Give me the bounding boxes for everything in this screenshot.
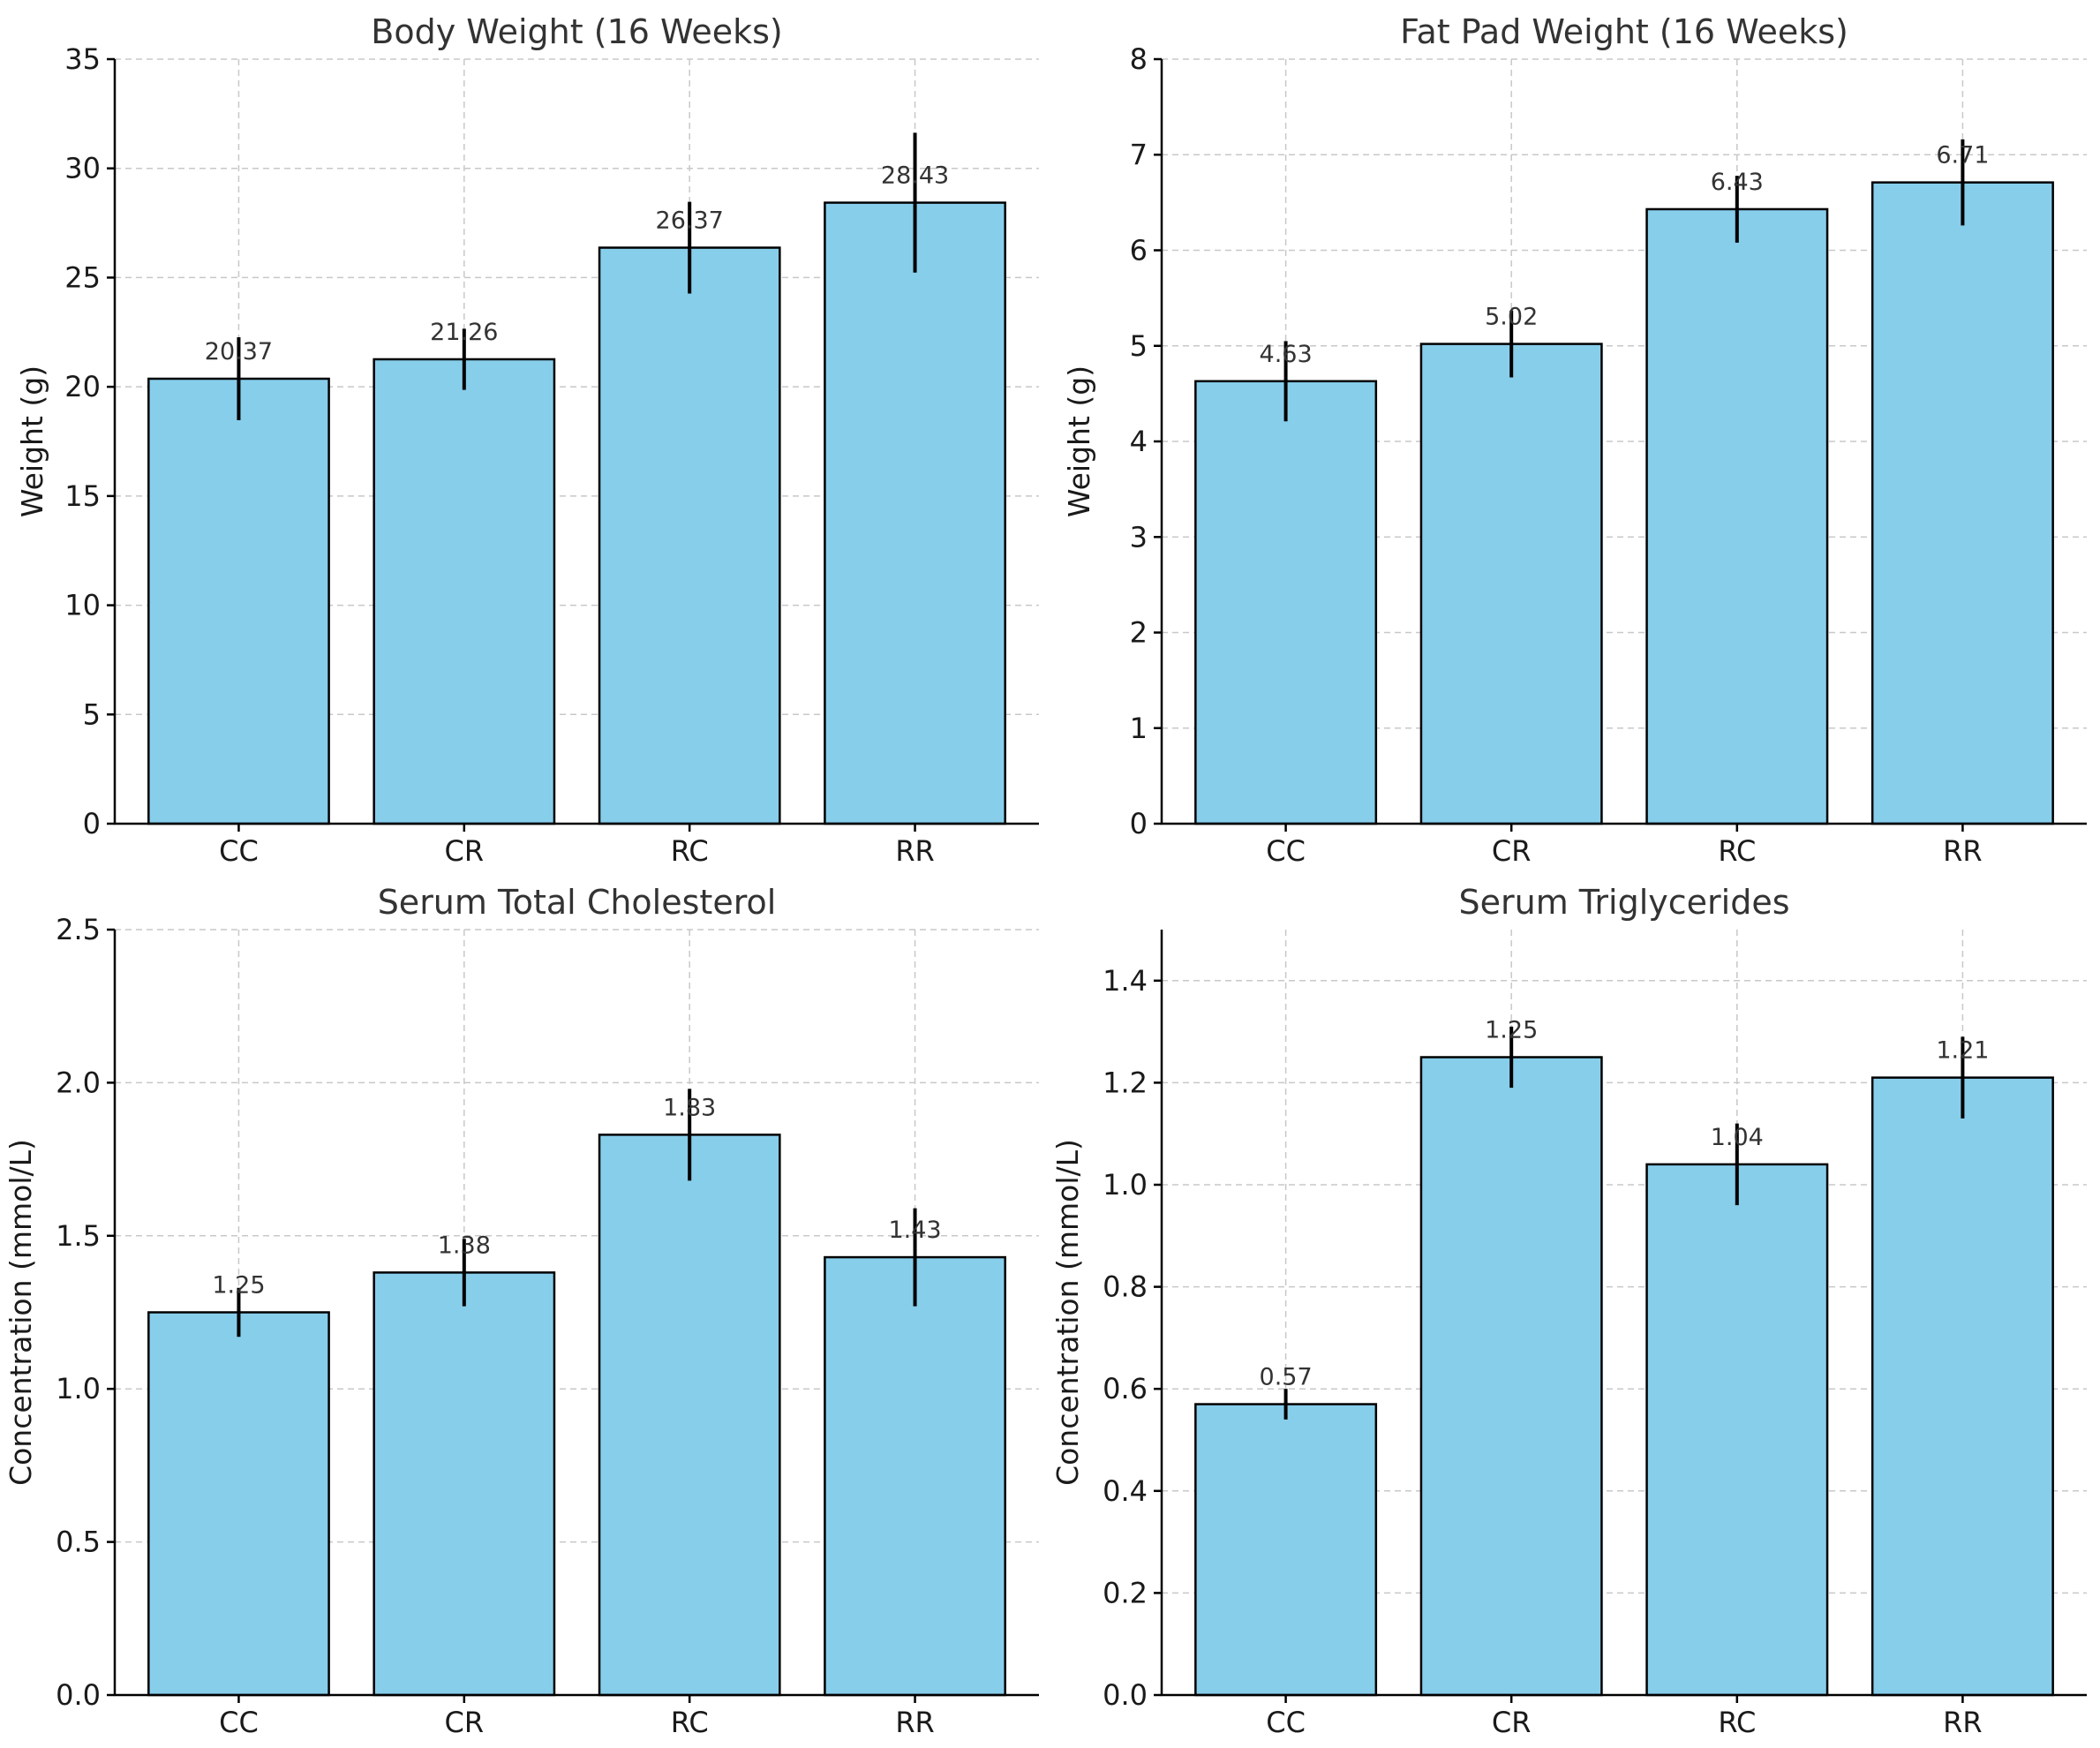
y-tick-label: 2.0 — [56, 1066, 101, 1099]
y-tick-label: 1.0 — [1103, 1168, 1148, 1202]
bar-rc — [598, 246, 781, 825]
y-axis-label: Concentration (mmol/L) — [1050, 1139, 1085, 1486]
y-tick-label: 1.5 — [56, 1219, 101, 1253]
bar-cc — [147, 377, 330, 825]
bar-rr — [824, 201, 1006, 825]
value-label-rc: 1.04 — [1711, 1124, 1764, 1151]
x-tick-label: CC — [219, 1706, 259, 1739]
bar-cc — [1194, 380, 1378, 825]
bar-cr — [373, 358, 556, 825]
x-tick-label: RC — [1718, 834, 1756, 868]
y-tick-label: 30 — [64, 152, 101, 185]
y-axis-label: Weight (g) — [15, 365, 49, 517]
value-label-rc: 1.83 — [663, 1094, 716, 1121]
value-label-cc: 20.37 — [205, 338, 273, 365]
chart-title: Serum Total Cholesterol — [378, 883, 777, 922]
y-tick-label: 20 — [64, 370, 101, 403]
value-label-cr: 1.38 — [438, 1232, 491, 1259]
value-label-cc: 1.25 — [212, 1272, 265, 1300]
value-label-rr: 1.21 — [1936, 1037, 1989, 1065]
y-tick-label: 0.8 — [1103, 1270, 1148, 1304]
bar-rc — [1645, 1163, 1829, 1697]
y-tick-label: 0 — [1130, 807, 1148, 840]
x-tick-label: RR — [1943, 1706, 1982, 1739]
chart-panel-3: 1.25 1.38 1.83 1.43 0.0 0.5 1.0 1.5 2.0 2.5 CC CR RC… — [4, 883, 1039, 1739]
y-tick-label: 0.6 — [1103, 1372, 1148, 1405]
x-tick-label: RR — [895, 1706, 934, 1739]
bar-rr — [1870, 181, 2054, 825]
bar-rr — [824, 1255, 1006, 1697]
chart-panel-1: 20.37 21.26 26.37 28.43 0 5 10 15 20 25 30 35 CC CR RC… — [15, 12, 1039, 868]
chart-title: Fat Pad Weight (16 Weeks) — [1400, 12, 1848, 51]
bar-rc — [1645, 207, 1829, 825]
value-label-cc: 4.63 — [1260, 341, 1313, 368]
value-label-rc: 6.43 — [1711, 169, 1764, 196]
y-tick-label: 35 — [64, 42, 101, 76]
y-tick-label: 0.2 — [1103, 1576, 1148, 1609]
y-tick-label: 5 — [83, 697, 101, 731]
x-tick-label: CC — [1266, 1706, 1306, 1739]
bar-cc — [1194, 1403, 1378, 1697]
x-tick-label: RR — [1943, 834, 1982, 868]
chart-panel-2: 4.63 5.02 6.43 6.71 0 1 2 3 4 5 6 7 8 CC CR RC RR Fat Pad… — [1062, 12, 2087, 868]
y-tick-label: 6 — [1130, 234, 1148, 267]
y-tick-label: 1 — [1130, 712, 1148, 745]
x-tick-label: CR — [445, 834, 485, 868]
x-tick-label: CC — [219, 834, 259, 868]
y-tick-label: 7 — [1130, 138, 1148, 171]
y-tick-label: 0.0 — [56, 1678, 101, 1712]
bar-cr — [373, 1271, 556, 1697]
x-tick-label: RC — [1718, 1706, 1756, 1739]
y-tick-label: 25 — [64, 260, 101, 294]
y-tick-label: 1.2 — [1103, 1066, 1148, 1099]
value-label-rr: 1.43 — [888, 1217, 941, 1244]
value-label-cc: 0.57 — [1260, 1364, 1313, 1391]
y-tick-label: 15 — [64, 479, 101, 513]
y-tick-label: 10 — [64, 589, 101, 622]
y-tick-label: 4 — [1130, 425, 1148, 458]
y-tick-label: 2.5 — [56, 913, 101, 946]
y-tick-label: 8 — [1130, 42, 1148, 76]
chart-panel-4: 0.57 1.25 1.04 1.21 0.0 0.2 0.4 0.6 0.8 1.0 1.2 1.4… — [1050, 883, 2087, 1739]
y-axis-label: Weight (g) — [1062, 365, 1096, 517]
y-tick-label: 1.0 — [56, 1372, 101, 1405]
value-label-rr: 6.71 — [1936, 142, 1989, 170]
y-axis-label: Concentration (mmol/L) — [4, 1139, 38, 1486]
x-tick-label: CR — [1492, 1706, 1532, 1739]
y-tick-label: 1.4 — [1103, 964, 1148, 998]
bar-rc — [598, 1134, 781, 1697]
y-tick-label: 3 — [1130, 520, 1148, 554]
value-label-cr: 1.25 — [1485, 1017, 1538, 1044]
x-tick-label: CR — [1492, 834, 1532, 868]
y-tick-label: 0.4 — [1103, 1474, 1148, 1508]
chart-title: Body Weight (16 Weeks) — [371, 12, 782, 51]
bar-cr — [1419, 1056, 1603, 1697]
x-tick-label: CC — [1266, 834, 1306, 868]
y-tick-label: 0.0 — [1103, 1678, 1148, 1712]
value-label-cr: 21.26 — [430, 319, 498, 346]
y-tick-label: 2 — [1130, 616, 1148, 650]
x-tick-label: RC — [671, 1706, 709, 1739]
y-tick-label: 5 — [1130, 329, 1148, 363]
y-tick-label: 0 — [83, 807, 101, 840]
x-tick-label: RC — [671, 834, 709, 868]
value-label-rc: 26.37 — [656, 207, 724, 235]
x-tick-label: RR — [895, 834, 934, 868]
y-tick-label: 0.5 — [56, 1526, 101, 1559]
bar-cc — [147, 1311, 330, 1697]
x-tick-label: CR — [445, 1706, 485, 1739]
bar-rr — [1870, 1076, 2054, 1697]
bar-cr — [1419, 343, 1603, 825]
value-label-rr: 28.43 — [881, 162, 949, 190]
value-label-cr: 5.02 — [1485, 304, 1538, 331]
chart-title: Serum Triglycerides — [1458, 883, 1789, 922]
